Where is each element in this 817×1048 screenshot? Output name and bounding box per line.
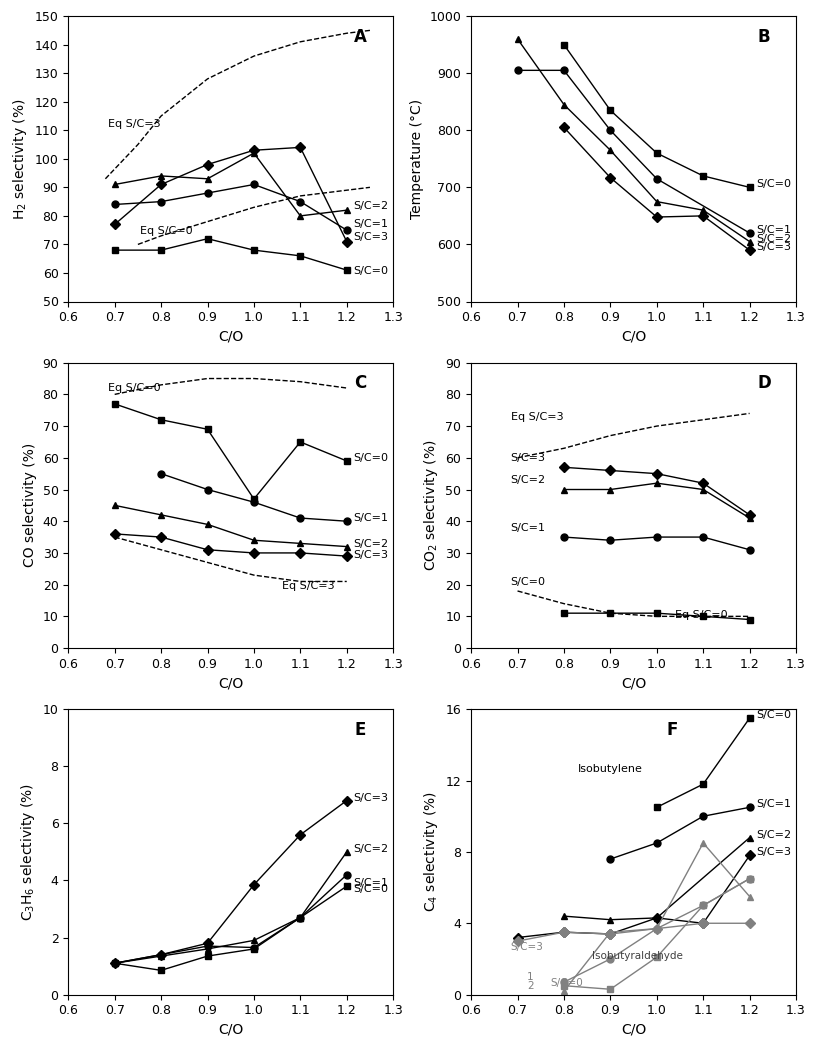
X-axis label: C/O: C/O [218, 1023, 243, 1036]
Y-axis label: CO selectivity (%): CO selectivity (%) [23, 443, 37, 567]
Text: S/C=3: S/C=3 [511, 453, 546, 463]
Text: Eq S/C=0: Eq S/C=0 [676, 610, 728, 620]
Text: 2: 2 [527, 981, 534, 991]
Text: S/C=0: S/C=0 [757, 179, 792, 190]
Text: Eq S/C=0: Eq S/C=0 [108, 384, 160, 393]
Text: Eq S/C=3: Eq S/C=3 [282, 582, 334, 591]
Text: D: D [757, 374, 770, 392]
X-axis label: C/O: C/O [218, 330, 243, 344]
Text: S/C=0: S/C=0 [354, 883, 389, 894]
Text: E: E [354, 721, 365, 739]
Text: S/C=1: S/C=1 [757, 225, 792, 235]
Text: Eq S/C=0: Eq S/C=0 [141, 226, 193, 237]
Text: S/C=0: S/C=0 [550, 978, 583, 987]
Text: S/C=0: S/C=0 [354, 453, 389, 463]
Text: S/C=2: S/C=2 [354, 844, 389, 854]
Text: S/C=2: S/C=2 [354, 201, 389, 211]
Text: S/C=1: S/C=1 [354, 878, 389, 888]
Text: Isobutylene: Isobutylene [578, 764, 643, 773]
Y-axis label: C$_3$H$_6$ selectivity (%): C$_3$H$_6$ selectivity (%) [19, 783, 37, 921]
Y-axis label: Temperature (°C): Temperature (°C) [410, 99, 424, 219]
Text: S/C=1: S/C=1 [511, 523, 546, 532]
Y-axis label: C$_4$ selectivity (%): C$_4$ selectivity (%) [422, 791, 440, 913]
Text: S/C=0: S/C=0 [511, 576, 546, 587]
Text: S/C=2: S/C=2 [757, 234, 792, 243]
Text: S/C=1: S/C=1 [757, 800, 792, 809]
Text: C: C [354, 374, 366, 392]
Text: S/C=0: S/C=0 [757, 711, 792, 720]
Text: S/C=1: S/C=1 [354, 219, 389, 230]
Y-axis label: H$_2$ selectivity (%): H$_2$ selectivity (%) [11, 99, 29, 220]
Text: S/C=2: S/C=2 [511, 475, 546, 485]
Text: Isobutyraldehyde: Isobutyraldehyde [592, 951, 683, 961]
Text: S/C=3: S/C=3 [354, 792, 389, 803]
Text: S/C=3: S/C=3 [757, 848, 792, 857]
Text: F: F [666, 721, 677, 739]
Text: S/C=1: S/C=1 [354, 514, 389, 523]
Text: S/C=3: S/C=3 [354, 233, 389, 242]
X-axis label: C/O: C/O [621, 676, 646, 691]
Text: S/C=3: S/C=3 [354, 550, 389, 560]
Text: S/C=3: S/C=3 [511, 942, 543, 952]
X-axis label: C/O: C/O [621, 1023, 646, 1036]
Text: A: A [354, 27, 367, 45]
Text: 1: 1 [527, 973, 534, 982]
Y-axis label: CO$_2$ selectivity (%): CO$_2$ selectivity (%) [422, 439, 440, 571]
Text: S/C=2: S/C=2 [354, 539, 389, 548]
Text: B: B [757, 27, 770, 45]
Text: S/C=0: S/C=0 [354, 266, 389, 277]
X-axis label: C/O: C/O [218, 676, 243, 691]
Text: S/C=3: S/C=3 [757, 242, 792, 253]
Text: Eq S/C=3: Eq S/C=3 [511, 412, 563, 421]
Text: Eq S/C=3: Eq S/C=3 [108, 119, 160, 129]
X-axis label: C/O: C/O [621, 330, 646, 344]
Text: S/C=2: S/C=2 [757, 830, 792, 839]
